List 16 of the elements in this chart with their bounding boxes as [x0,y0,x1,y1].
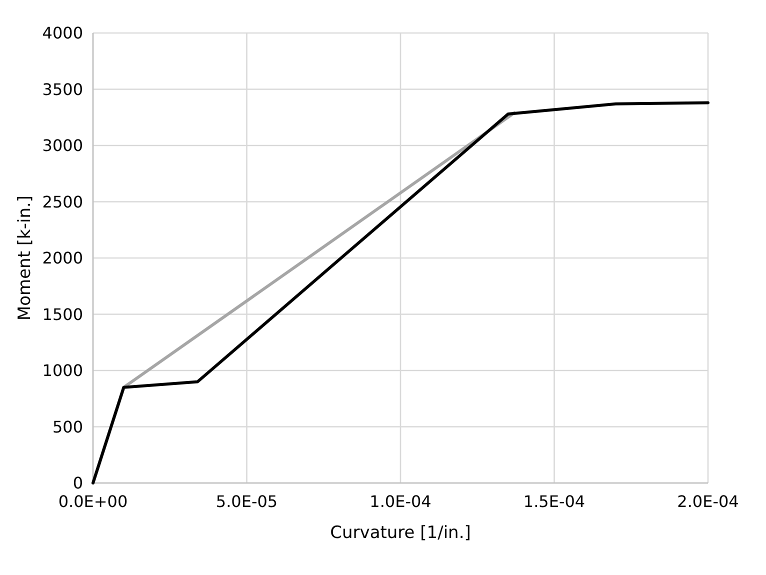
x-tick-label: 2.0E-04 [677,492,739,511]
y-tick-label: 1500 [42,304,83,324]
x-tick-label: 1.5E-04 [523,492,586,511]
y-tick-label: 2000 [42,248,83,268]
y-tick-label: 500 [52,417,83,436]
x-tick-label: 0.0E+00 [58,492,128,511]
y-tick-label: 3000 [42,136,83,156]
y-axis-title: Moment [k-in.] [15,195,35,321]
y-tick-label: 0 [72,474,83,493]
x-tick-label: 5.0E-05 [216,492,278,511]
y-tick-label: 4000 [42,24,83,43]
y-tick-label: 1000 [42,361,83,380]
y-tick-label: 2500 [42,192,83,212]
y-tick-label: 3500 [42,80,83,99]
x-tick-label: 1.0E-04 [370,492,432,511]
x-axis-title: Curvature [1/in.] [330,523,471,543]
